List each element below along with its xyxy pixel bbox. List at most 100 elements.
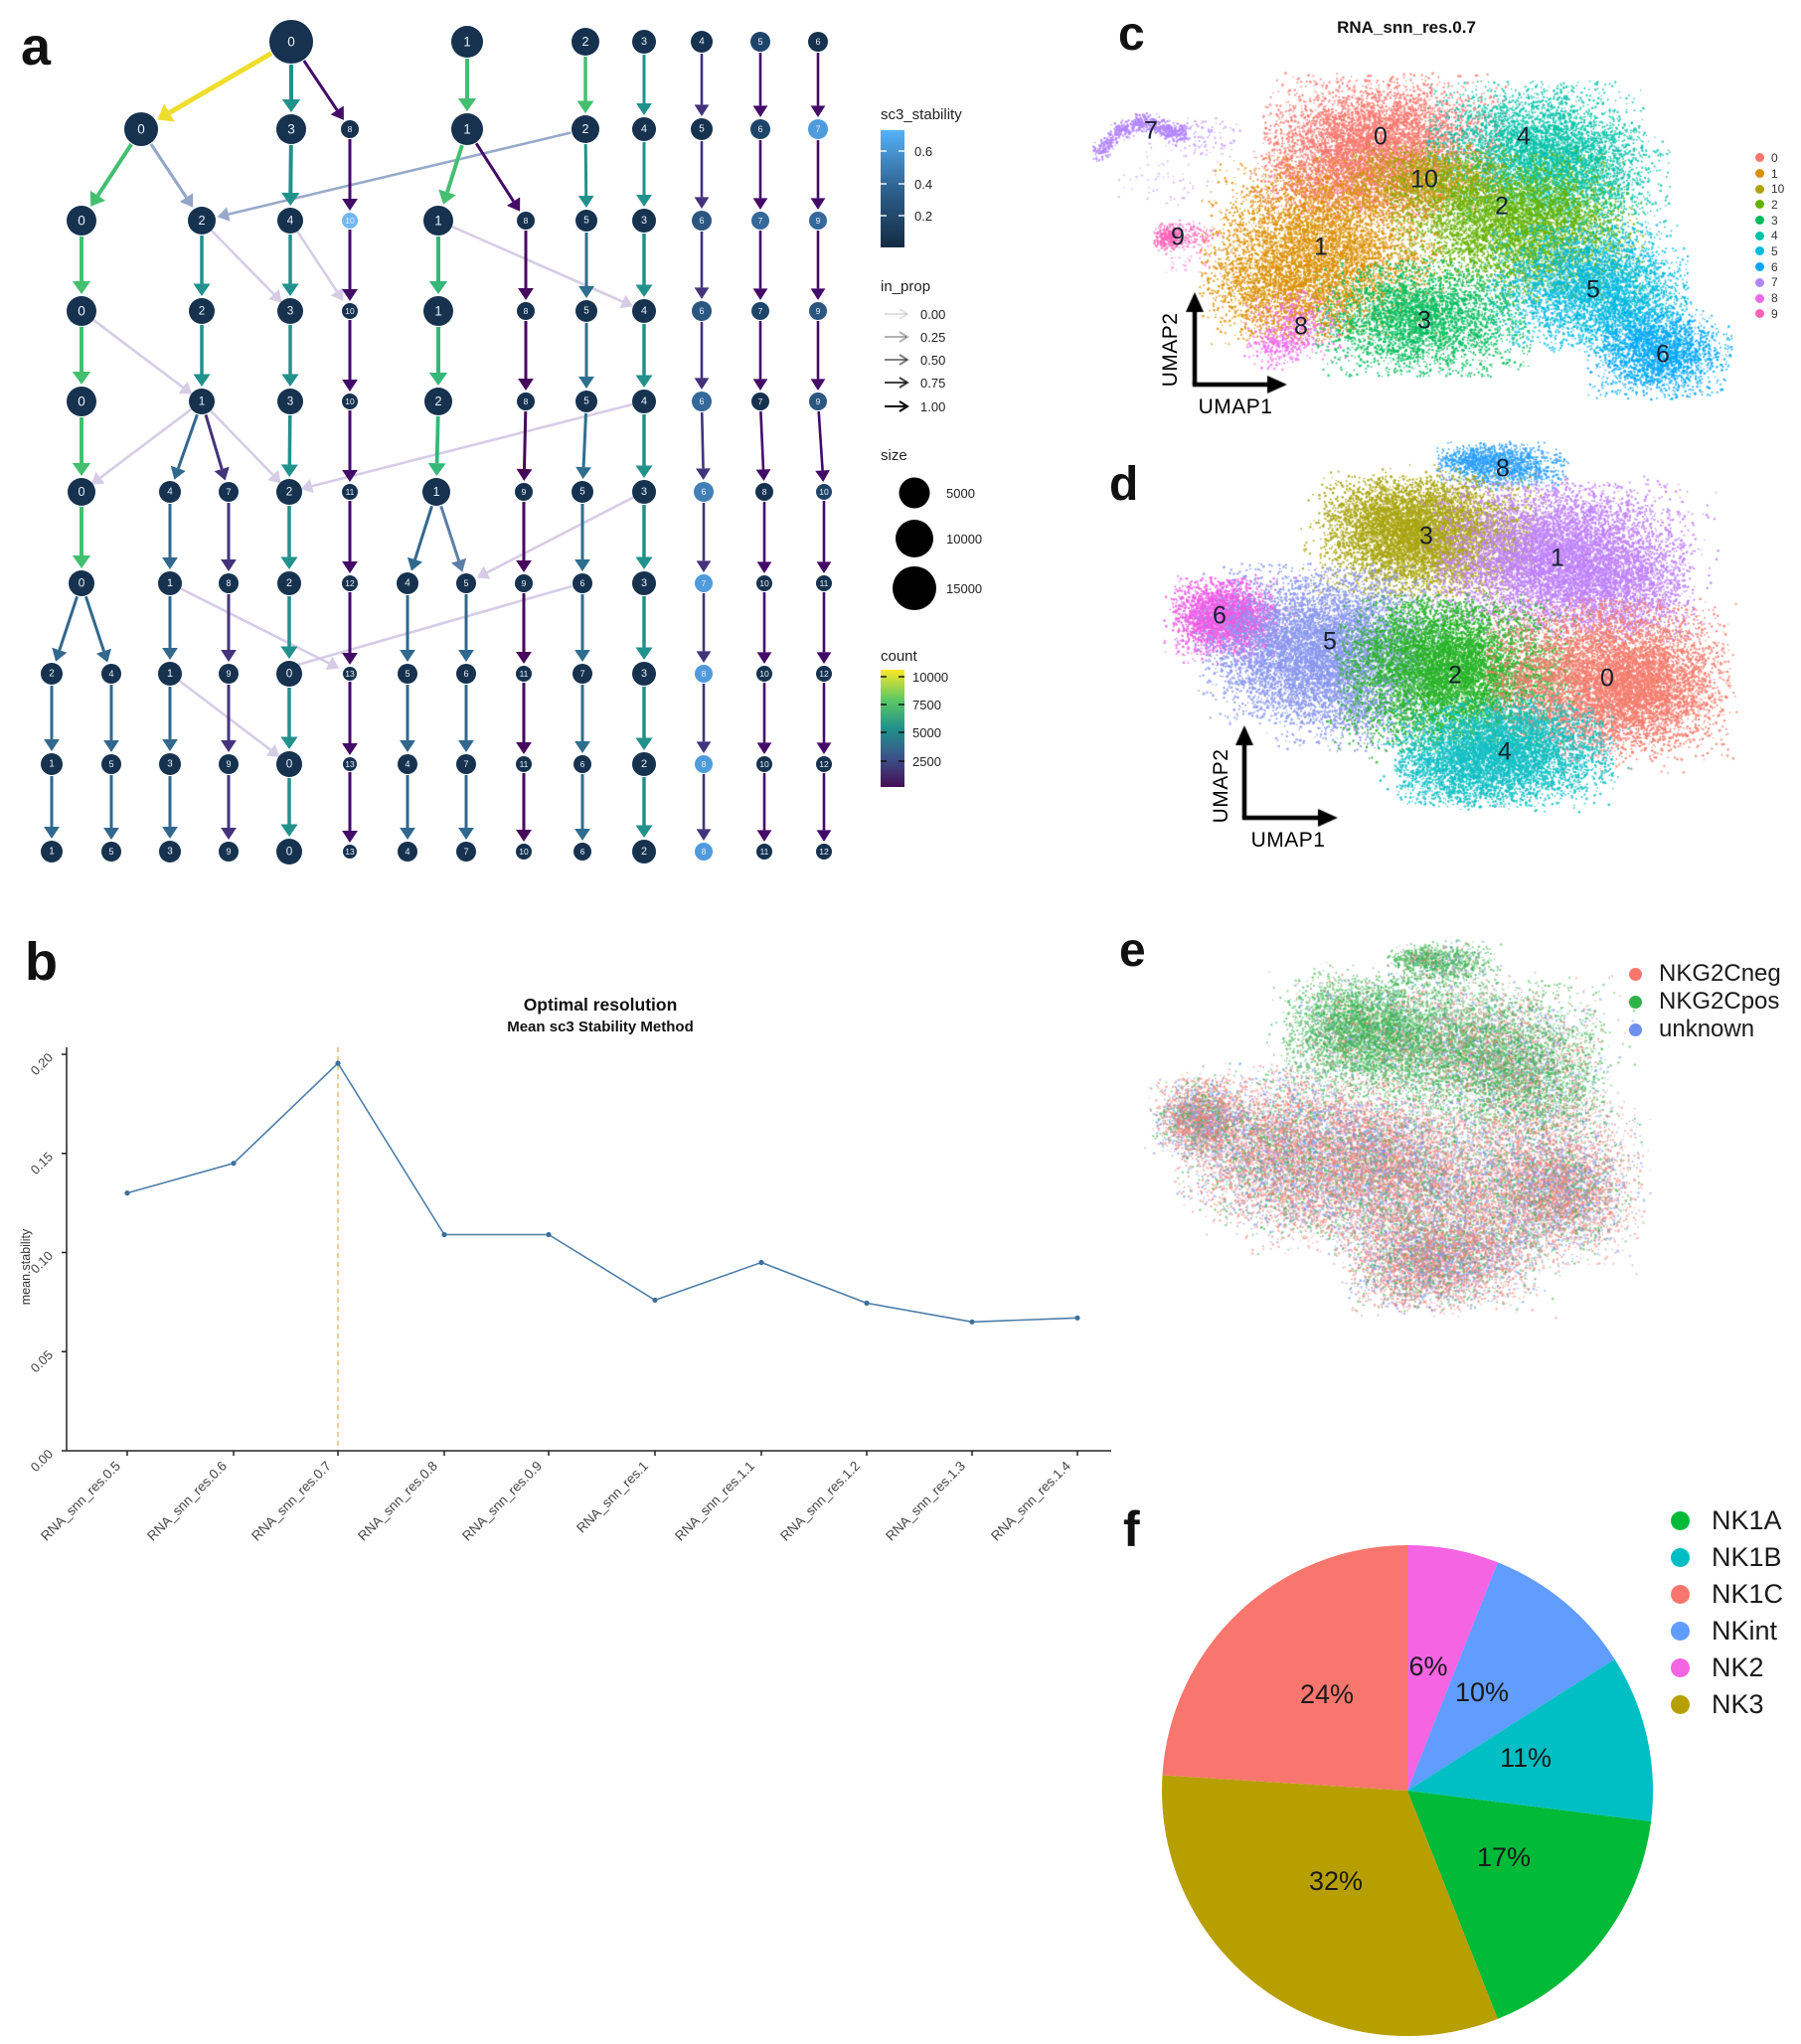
svg-text:8: 8 <box>524 396 529 406</box>
svg-text:5: 5 <box>757 37 762 47</box>
svg-text:6: 6 <box>815 37 820 47</box>
svg-text:2500: 2500 <box>912 754 941 769</box>
svg-text:13: 13 <box>345 759 355 769</box>
svg-text:5: 5 <box>583 306 589 317</box>
svg-text:0: 0 <box>286 846 293 859</box>
svg-text:0.05: 0.05 <box>28 1347 57 1376</box>
svg-text:1: 1 <box>434 214 442 229</box>
svg-text:10: 10 <box>345 216 355 226</box>
svg-text:4: 4 <box>641 395 647 407</box>
svg-text:0.50: 0.50 <box>920 353 945 368</box>
svg-text:RNA_snn_res.0.5: RNA_snn_res.0.5 <box>38 1459 123 1544</box>
svg-text:RNA_snn_res.1: RNA_snn_res.1 <box>573 1459 651 1536</box>
svg-text:11: 11 <box>760 847 769 857</box>
svg-text:2: 2 <box>581 35 588 49</box>
svg-text:3: 3 <box>287 395 294 408</box>
svg-text:RNA_snn_res.1.1: RNA_snn_res.1.1 <box>672 1459 757 1544</box>
svg-text:8: 8 <box>702 847 707 857</box>
svg-text:24%: 24% <box>1300 1679 1354 1709</box>
svg-text:2: 2 <box>286 486 293 499</box>
svg-text:1: 1 <box>463 122 471 137</box>
svg-text:2: 2 <box>641 846 647 858</box>
svg-text:2: 2 <box>198 214 205 228</box>
svg-text:8: 8 <box>524 216 529 226</box>
svg-text:1: 1 <box>167 668 173 680</box>
svg-text:1: 1 <box>167 577 173 589</box>
svg-text:11: 11 <box>520 759 529 769</box>
svg-text:11: 11 <box>820 578 829 588</box>
svg-text:5: 5 <box>583 216 589 227</box>
svg-text:5: 5 <box>405 669 409 679</box>
svg-text:0: 0 <box>137 122 145 137</box>
svg-text:9: 9 <box>522 487 527 497</box>
svg-text:8: 8 <box>702 669 707 679</box>
svg-text:9: 9 <box>226 759 231 769</box>
svg-text:7: 7 <box>758 306 763 316</box>
svg-text:0.20: 0.20 <box>28 1050 57 1079</box>
svg-text:12: 12 <box>819 669 829 679</box>
svg-text:7500: 7500 <box>912 698 941 712</box>
svg-text:5000: 5000 <box>946 486 975 501</box>
svg-text:12: 12 <box>819 759 829 769</box>
svg-text:2: 2 <box>199 305 206 318</box>
svg-text:0: 0 <box>78 304 85 319</box>
svg-text:6: 6 <box>579 578 584 588</box>
svg-text:4: 4 <box>641 123 647 135</box>
svg-text:0: 0 <box>78 485 84 499</box>
svg-text:size: size <box>881 447 907 464</box>
svg-text:3: 3 <box>167 847 173 858</box>
svg-text:3: 3 <box>641 36 647 48</box>
svg-text:6: 6 <box>580 759 585 769</box>
svg-text:0.4: 0.4 <box>914 177 932 192</box>
svg-text:32%: 32% <box>1309 1866 1363 1896</box>
svg-text:0: 0 <box>286 668 293 681</box>
svg-text:9: 9 <box>226 669 231 679</box>
svg-text:4: 4 <box>287 215 294 228</box>
svg-text:6: 6 <box>757 124 762 134</box>
svg-text:3: 3 <box>167 759 173 770</box>
svg-text:3: 3 <box>641 668 647 680</box>
svg-text:10: 10 <box>345 306 355 316</box>
svg-text:3: 3 <box>287 305 294 318</box>
svg-text:4: 4 <box>699 37 705 48</box>
svg-text:6: 6 <box>699 306 704 316</box>
svg-text:12: 12 <box>819 847 829 857</box>
svg-text:0: 0 <box>287 35 295 50</box>
svg-text:7: 7 <box>226 487 231 497</box>
svg-text:RNA_snn_res.1.2: RNA_snn_res.1.2 <box>777 1459 863 1544</box>
svg-text:8: 8 <box>702 759 707 769</box>
svg-text:8: 8 <box>524 306 529 316</box>
svg-text:11%: 11% <box>1500 1743 1552 1773</box>
svg-text:7: 7 <box>758 396 763 406</box>
svg-text:9: 9 <box>816 306 821 316</box>
svg-text:3: 3 <box>641 486 647 498</box>
svg-text:7: 7 <box>815 124 820 134</box>
svg-text:0.00: 0.00 <box>28 1447 57 1476</box>
svg-text:2: 2 <box>49 669 55 680</box>
svg-text:7: 7 <box>702 578 707 588</box>
svg-text:3: 3 <box>641 577 647 589</box>
svg-text:1: 1 <box>199 395 206 408</box>
svg-text:12: 12 <box>345 578 355 588</box>
svg-text:5: 5 <box>463 578 468 588</box>
svg-text:Optimal resolution: Optimal resolution <box>524 995 678 1015</box>
svg-text:0: 0 <box>79 577 85 590</box>
svg-text:0: 0 <box>78 394 85 409</box>
svg-text:6: 6 <box>699 396 704 406</box>
svg-text:3: 3 <box>287 122 295 137</box>
svg-text:0.15: 0.15 <box>28 1149 57 1178</box>
svg-text:9: 9 <box>816 396 821 406</box>
svg-text:6: 6 <box>699 216 704 226</box>
svg-text:6: 6 <box>701 487 706 497</box>
svg-text:13: 13 <box>345 669 355 679</box>
svg-text:8: 8 <box>226 578 231 588</box>
svg-text:10000: 10000 <box>946 532 982 547</box>
svg-text:sc3_stability: sc3_stability <box>881 106 962 123</box>
svg-text:4: 4 <box>405 759 409 769</box>
svg-text:2: 2 <box>286 577 292 589</box>
svg-text:in_prop: in_prop <box>881 278 930 295</box>
svg-text:6: 6 <box>463 669 468 679</box>
svg-text:5: 5 <box>579 487 585 498</box>
svg-text:5: 5 <box>108 847 113 857</box>
svg-text:17%: 17% <box>1477 1842 1531 1872</box>
